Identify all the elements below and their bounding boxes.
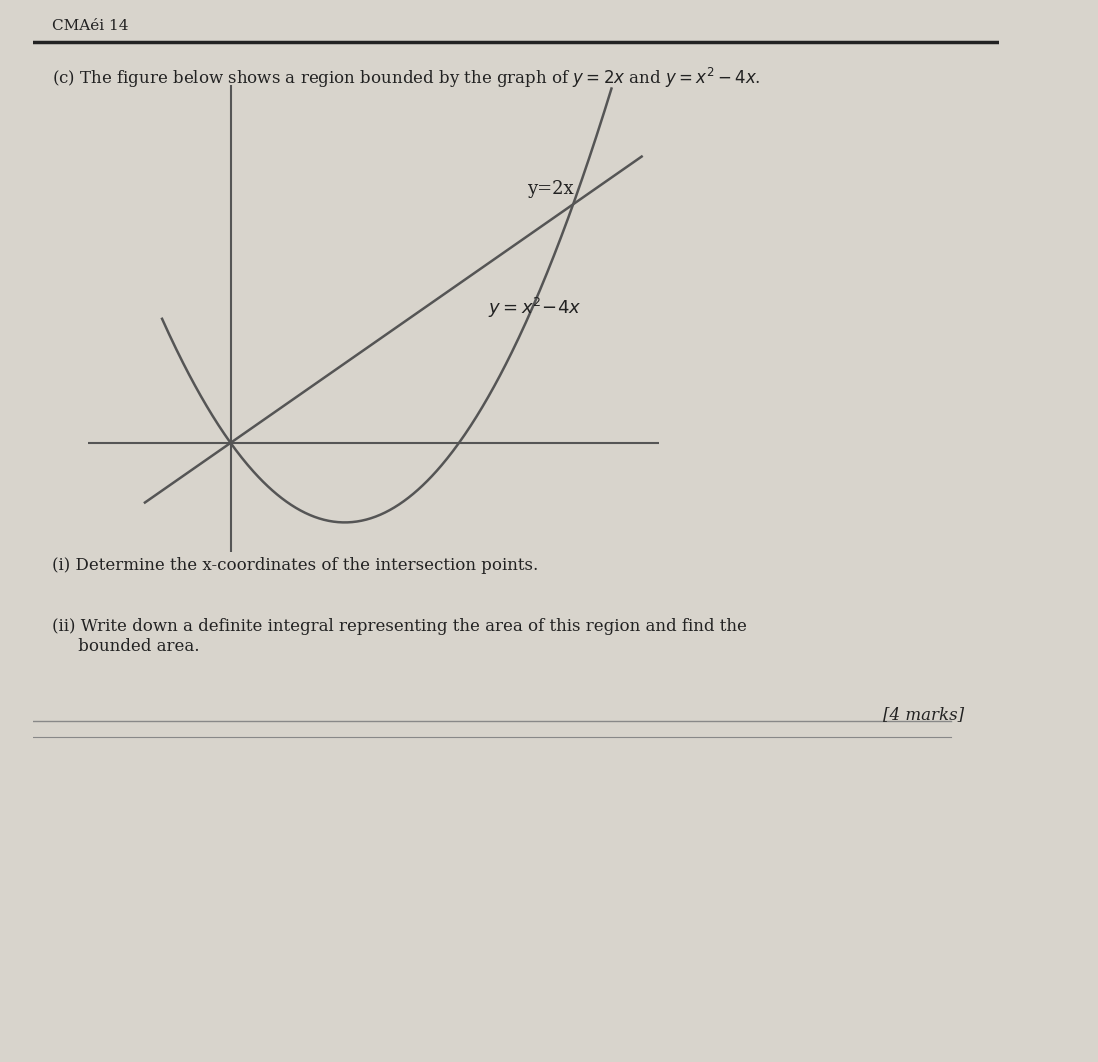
Text: $y=x^2\!-\!4x$: $y=x^2\!-\!4x$: [488, 295, 581, 320]
Text: (ii) Write down a definite integral representing the area of this region and fin: (ii) Write down a definite integral repr…: [53, 618, 747, 655]
Text: y=2x: y=2x: [527, 181, 574, 199]
Text: (i) Determine the x-coordinates of the intersection points.: (i) Determine the x-coordinates of the i…: [53, 556, 538, 573]
Text: [4 marks]: [4 marks]: [883, 706, 964, 723]
Text: CMAéi 14: CMAéi 14: [53, 19, 128, 33]
Text: (c) The figure below shows a region bounded by the graph of $y=2x$ and $y=x^2-4x: (c) The figure below shows a region boun…: [53, 66, 761, 89]
